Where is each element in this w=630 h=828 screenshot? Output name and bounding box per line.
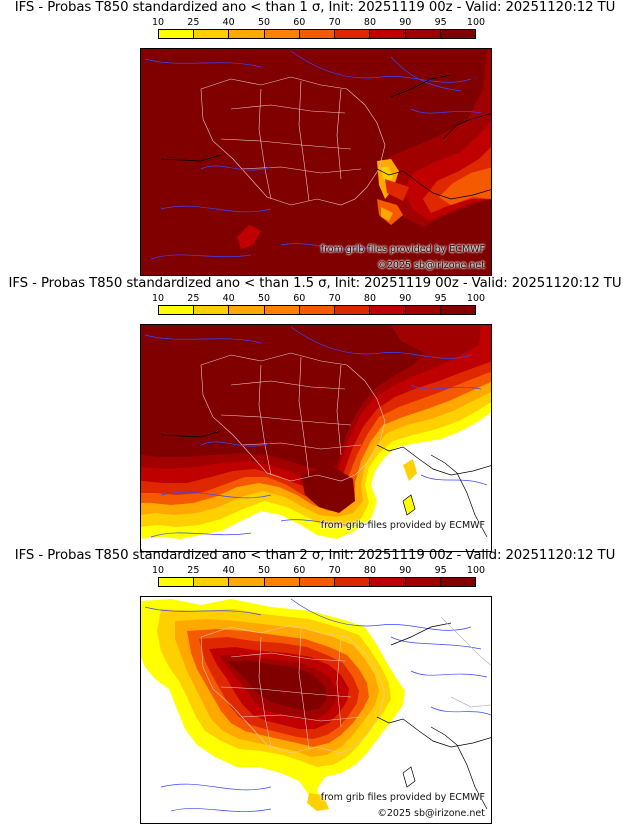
colorbar-tick: 100: [466, 565, 486, 576]
colorbar-swatch: [159, 30, 195, 38]
panel-title: IFS - Probas T850 standardized ano < tha…: [14, 0, 616, 15]
colorbar-tick: 25: [187, 293, 200, 304]
copyright-text: ©2025 sb@irizone.net: [377, 260, 485, 271]
colorbar-swatch: [264, 30, 300, 38]
colorbar-tick: 25: [187, 17, 200, 28]
colorbar-swatch: [264, 578, 300, 586]
probability-map: from grib files provided by ECMWF ©2025 …: [140, 48, 492, 276]
colorbar-tick: 50: [257, 17, 271, 28]
probability-field: [141, 597, 491, 823]
colorbar-swatch: [159, 306, 195, 314]
colorbar-tick: 80: [363, 565, 377, 576]
colorbar-swatch: [159, 578, 195, 586]
probability-map: from grib files provided by ECMWF ©2025 …: [140, 596, 492, 824]
colorbar-swatch: [335, 578, 371, 586]
source-credit: from grib files provided by ECMWF: [320, 244, 485, 255]
source-credit: from grib files provided by ECMWF: [320, 792, 485, 803]
colorbar-tick: 95: [434, 17, 447, 28]
colorbar-tick: 10: [151, 565, 165, 576]
colorbar-swatch: [370, 578, 406, 586]
colorbar-swatch: [299, 306, 336, 314]
colorbar-tick: 25: [187, 565, 200, 576]
colorbar-tick: 100: [466, 293, 486, 304]
colorbar-tick: 40: [222, 565, 235, 576]
colorbar-tick: 90: [399, 565, 412, 576]
colorbar-swatch: [264, 306, 300, 314]
colorbar-swatch: [299, 30, 336, 38]
colorbar-swatch: [405, 578, 441, 586]
colorbar-swatch: [370, 30, 406, 38]
colorbar-tick: 60: [293, 293, 306, 304]
colorbar-swatch: [229, 578, 265, 586]
colorbar-swatch: [229, 306, 265, 314]
colorbar-swatch: [440, 578, 475, 586]
colorbar-swatch: [194, 578, 230, 586]
colorbar-swatch: [194, 306, 230, 314]
panel-title: IFS - Probas T850 standardized ano < tha…: [14, 548, 616, 563]
colorbar-tick: 95: [434, 565, 447, 576]
colorbar-tick: 70: [328, 17, 341, 28]
colorbar-tick: 70: [328, 293, 341, 304]
colorbar-ticks: 10 25 40 50 60 70 80 90 95 100: [152, 17, 485, 28]
colorbar-swatch: [229, 30, 265, 38]
colorbar-tick: 95: [434, 293, 447, 304]
colorbar-tick: 50: [257, 565, 271, 576]
map-panel-2: IFS - Probas T850 standardized ano < tha…: [0, 276, 630, 552]
colorbar-tick: 100: [466, 17, 486, 28]
colorbar-swatch: [440, 306, 475, 314]
probability-map: from grib files provided by ECMWF: [140, 324, 492, 552]
colorbar-swatches: [158, 29, 476, 39]
colorbar-swatch: [335, 30, 371, 38]
colorbar-swatch: [370, 306, 406, 314]
colorbar-tick: 80: [363, 17, 377, 28]
colorbar-tick: 90: [399, 17, 412, 28]
colorbar-tick: 90: [399, 293, 412, 304]
colorbar: 10 25 40 50 60 70 80 90 95 100: [152, 293, 485, 315]
colorbar-swatch: [405, 30, 441, 38]
panel-title: IFS - Probas T850 standardized ano < tha…: [8, 276, 622, 291]
probability-field: [141, 49, 491, 275]
source-credit: from grib files provided by ECMWF: [320, 520, 485, 531]
colorbar: 10 25 40 50 60 70 80 90 95 100: [152, 565, 485, 587]
colorbar-tick: 70: [328, 565, 341, 576]
colorbar-tick: 40: [222, 17, 235, 28]
colorbar-swatch: [335, 306, 371, 314]
colorbar-tick: 10: [151, 17, 165, 28]
colorbar-swatches: [158, 577, 476, 587]
colorbar-tick: 40: [222, 293, 235, 304]
colorbar-swatch: [194, 30, 230, 38]
colorbar-swatch: [405, 306, 441, 314]
colorbar-swatch: [299, 578, 336, 586]
colorbar-tick: 10: [151, 293, 165, 304]
colorbar-tick: 80: [363, 293, 377, 304]
copyright-text: ©2025 sb@irizone.net: [377, 808, 485, 819]
colorbar-ticks: 10 25 40 50 60 70 80 90 95 100: [152, 293, 485, 304]
map-panel-1: IFS - Probas T850 standardized ano < tha…: [0, 0, 630, 276]
colorbar-tick: 60: [293, 17, 306, 28]
colorbar-swatch: [440, 30, 475, 38]
colorbar: 10 25 40 50 60 70 80 90 95 100: [152, 17, 485, 39]
colorbar-tick: 60: [293, 565, 306, 576]
colorbar-ticks: 10 25 40 50 60 70 80 90 95 100: [152, 565, 485, 576]
colorbar-swatches: [158, 305, 476, 315]
map-panel-3: IFS - Probas T850 standardized ano < tha…: [0, 548, 630, 824]
colorbar-tick: 50: [257, 293, 271, 304]
probability-field: [141, 325, 491, 551]
